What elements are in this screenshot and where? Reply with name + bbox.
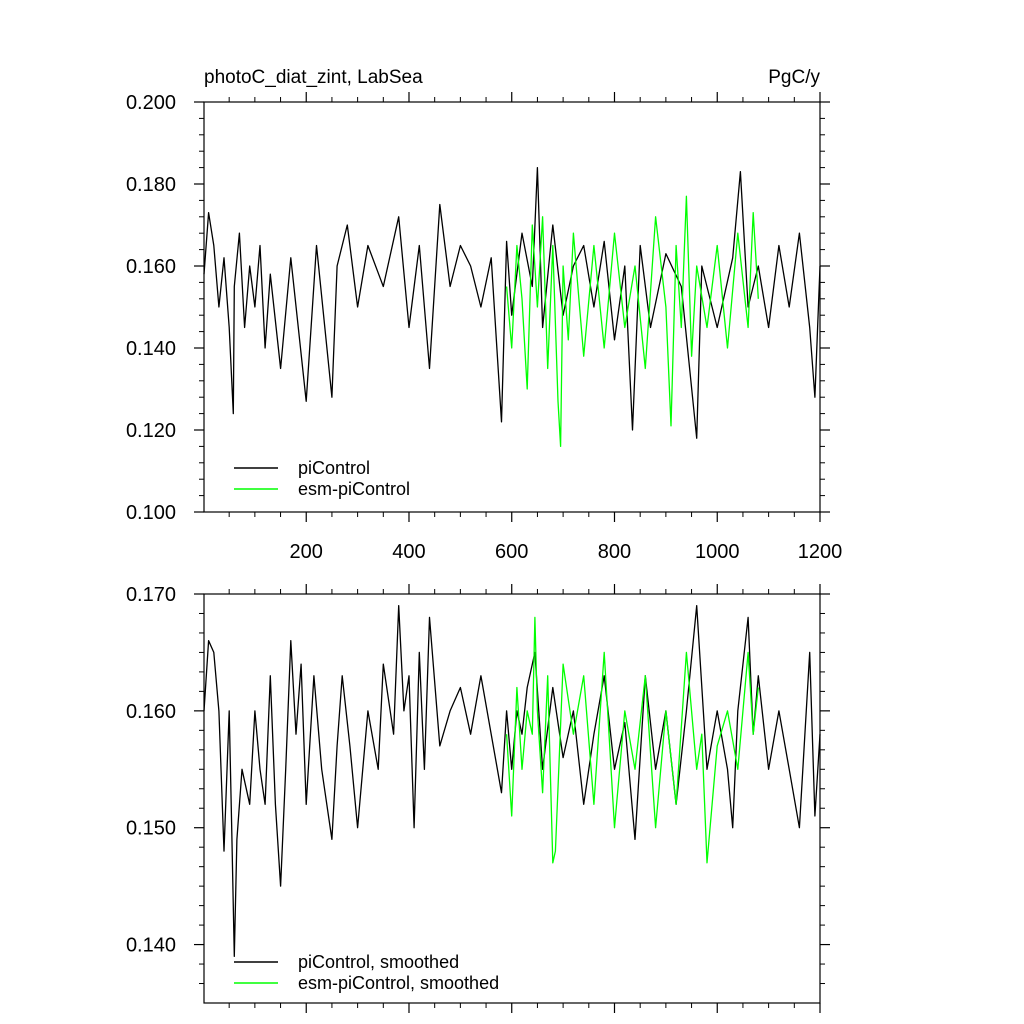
legend-label: piControl <box>298 458 370 478</box>
y-tick-label: 0.160 <box>126 256 176 278</box>
top-chart-panel: photoC_diat_zint, LabSea PgC/y 0.100 0.12… <box>126 67 842 563</box>
y-tick-label: 0.180 <box>126 174 176 196</box>
y-tick-label: 0.100 <box>126 502 176 524</box>
y-tick-label: 0.150 <box>126 818 176 840</box>
units-label: PgC/y <box>768 67 820 88</box>
y-tick-label: 0.140 <box>126 935 176 957</box>
series-line-picontrol <box>203 605 821 957</box>
x-tick-label: 600 <box>495 541 528 563</box>
series-line-picontrol <box>203 166 821 439</box>
legend-label: esm-piControl, smoothed <box>298 973 499 993</box>
y-tick-label: 0.140 <box>126 338 176 360</box>
x-tick-label: 200 <box>290 541 323 563</box>
x-tick-label: 1000 <box>695 541 740 563</box>
series-line-esm-picontrol <box>505 195 759 448</box>
series-line-esm-picontrol <box>505 616 759 864</box>
y-tick-label: 0.160 <box>126 701 176 723</box>
bottom-chart-panel: 0.140 0.150 0.160 0.170 piControl, smoothede… <box>126 584 830 1013</box>
x-tick-label: 1200 <box>798 541 843 563</box>
legend-label: piControl, smoothed <box>298 952 459 972</box>
y-tick-label: 0.120 <box>126 420 176 442</box>
legend-label: esm-piControl <box>298 479 410 499</box>
y-tick-label: 0.200 <box>126 92 176 114</box>
x-tick-label: 400 <box>392 541 425 563</box>
x-tick-label: 800 <box>598 541 631 563</box>
chart-title: photoC_diat_zint, LabSea <box>204 67 423 88</box>
y-tick-label: 0.170 <box>126 584 176 606</box>
